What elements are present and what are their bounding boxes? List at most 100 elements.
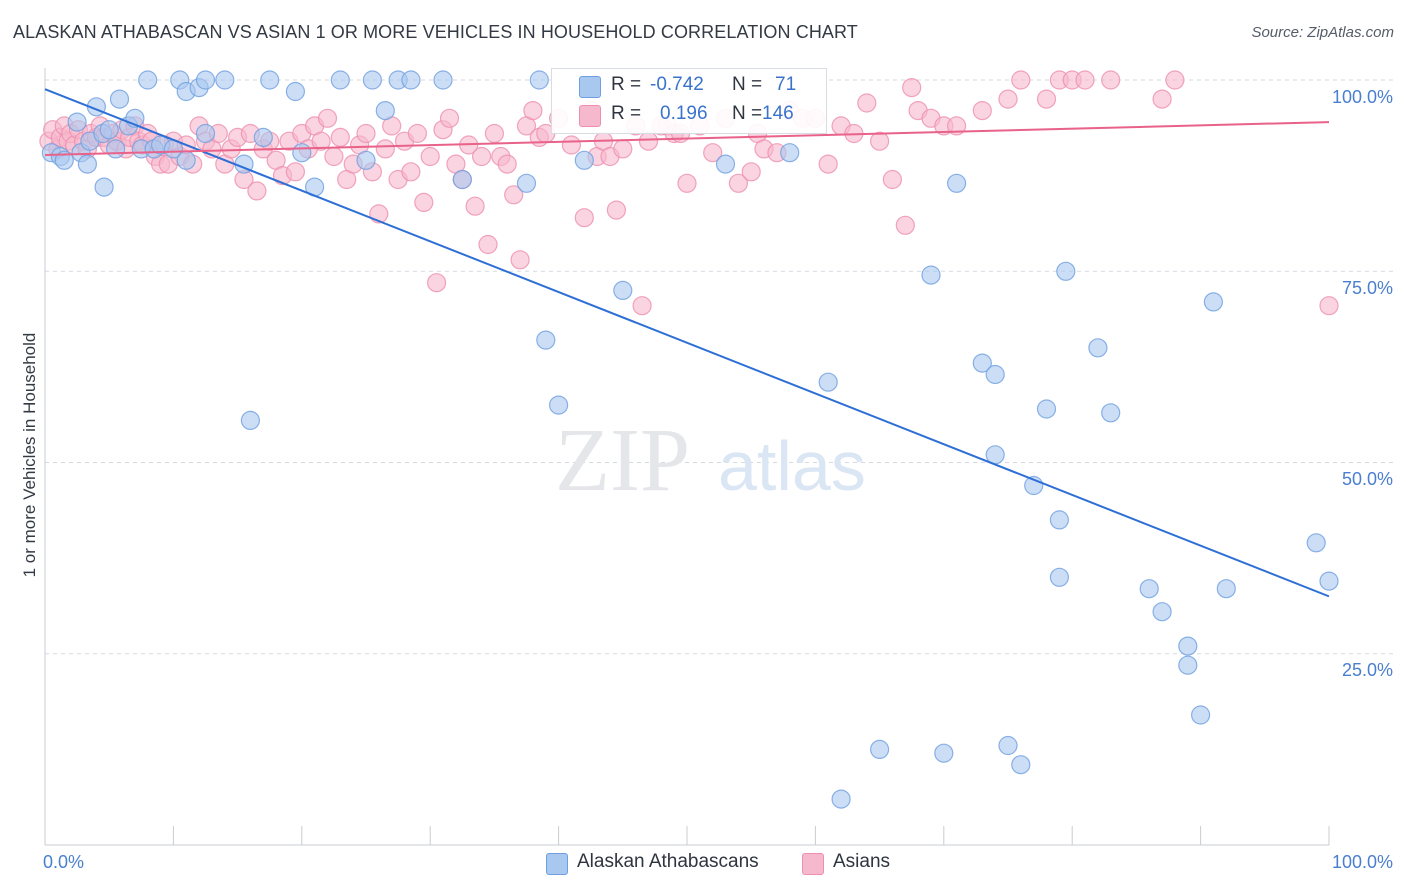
asian-point <box>857 93 877 113</box>
alaskan-athabascan-point <box>215 70 235 90</box>
alaskan-athabascan-point <box>362 70 382 90</box>
asian-point <box>420 146 440 167</box>
legend-swatch-pink <box>579 105 601 127</box>
asian-point <box>818 154 838 174</box>
alaskan-athabascan-point <box>780 143 800 163</box>
alaskan-athabascan-point <box>195 70 216 90</box>
alaskan-athabascan-point <box>1049 510 1070 530</box>
asian-point <box>523 100 543 121</box>
alaskan-athabascan-point <box>330 70 350 90</box>
asian-point <box>497 154 517 174</box>
asian-point <box>574 208 594 228</box>
alaskan-athabascan-point <box>401 70 421 90</box>
legend-n-value: 71 <box>775 74 797 95</box>
legend-r-label: R = <box>611 103 642 124</box>
y-tick-label: 25.0% <box>1341 660 1393 680</box>
asian-point <box>972 100 992 121</box>
alaskan-athabascan-point <box>240 410 260 430</box>
alaskan-athabascan-point <box>1101 403 1121 423</box>
asian-point <box>317 108 338 128</box>
alaskan-athabascan-point <box>985 364 1005 385</box>
alaskan-athabascan-point <box>77 154 98 174</box>
alaskan-athabascan-point <box>67 112 87 132</box>
asian-point <box>414 192 434 212</box>
alaskan-athabascans-points <box>41 70 1339 809</box>
y-tick-label: 50.0% <box>1341 469 1393 489</box>
alaskan-athabascan-point <box>1011 755 1031 775</box>
alaskan-athabascan-point <box>613 280 633 300</box>
asian-point <box>439 108 460 128</box>
asian-point <box>324 146 344 167</box>
alaskan-athabascan-point <box>516 173 537 193</box>
alaskan-athabascan-point <box>1036 399 1057 419</box>
asian-point <box>484 123 504 144</box>
x-tick-label-min: 0.0% <box>43 852 85 872</box>
legend-r-value: -0.742 <box>650 74 704 95</box>
alaskan-athabascan-point <box>1049 567 1070 587</box>
alaskan-athabascan-point <box>998 735 1018 756</box>
legend-row-blue: R = -0.742 N = 71 <box>552 71 826 101</box>
alaskan-athabascan-point <box>356 150 376 170</box>
asian-point <box>311 131 331 151</box>
alaskan-athabascan-point <box>1178 655 1198 675</box>
alaskan-athabascan-point <box>921 265 941 285</box>
asian-point <box>504 185 524 205</box>
asian-point <box>895 215 915 235</box>
alaskan-athabascan-point <box>105 139 126 159</box>
alaskan-athabascan-point <box>1190 705 1211 725</box>
alaskan-athabascan-point <box>138 70 158 90</box>
asian-point <box>613 139 633 159</box>
asian-point <box>703 143 723 163</box>
alaskan-athabascan-point <box>548 395 569 415</box>
x-tick-label-max: 100.0% <box>1331 852 1393 872</box>
asian-point <box>356 123 376 144</box>
asian-point <box>1036 89 1057 109</box>
alaskan-athabascan-point <box>176 150 196 170</box>
asian-point <box>1101 70 1121 90</box>
legend-label: Asians <box>833 851 891 872</box>
asian-point <box>632 296 652 316</box>
alaskan-athabascan-point <box>1088 338 1108 358</box>
asian-point <box>1075 70 1095 90</box>
y-tick-label: 100.0% <box>1331 87 1393 107</box>
asian-point <box>465 196 485 216</box>
legend-r-value: 0.196 <box>660 103 708 124</box>
alaskan-athabascan-point <box>818 372 838 392</box>
chart-title: ALASKAN ATHABASCAN VS ASIAN 1 OR MORE VE… <box>13 22 858 42</box>
alaskan-athabascan-point <box>529 70 549 90</box>
alaskan-athabascan-point <box>260 70 280 90</box>
alaskan-athabascan-point <box>1306 533 1326 553</box>
alaskan-athabascan-point <box>1203 292 1224 312</box>
alaskan-athabascan-point <box>1139 579 1159 599</box>
alaskan-athabascan-point <box>536 330 556 350</box>
watermark-atlas: atlas <box>718 427 866 505</box>
asian-point <box>401 162 421 182</box>
alaskan-athabascan-point <box>1216 579 1236 599</box>
legend-r-label: R = <box>611 74 642 95</box>
alaskan-athabascan-point <box>972 353 992 373</box>
legend-swatch-blue <box>546 853 568 875</box>
asian-point <box>478 234 498 255</box>
alaskan-athabascan-point <box>574 150 594 170</box>
asian-point <box>472 146 492 167</box>
asian-point <box>946 116 967 136</box>
alaskan-athabascan-point <box>292 143 312 163</box>
asian-point <box>869 131 890 151</box>
asian-point <box>606 200 627 220</box>
alaskan-athabascan-point <box>831 789 851 809</box>
alaskan-athabascan-point <box>1178 636 1198 656</box>
blue-trend-line <box>44 88 1330 598</box>
alaskan-athabascan-point <box>99 120 119 140</box>
asian-point <box>375 139 395 159</box>
alaskan-athabascan-point <box>285 81 305 102</box>
source-label: Source: ZipAtlas.com <box>1251 24 1394 41</box>
legend-n-label: N = <box>732 74 763 95</box>
watermark: ZIP <box>555 411 690 510</box>
asian-point <box>1152 89 1172 109</box>
alaskan-athabascan-point <box>869 739 890 760</box>
pink-trend-line <box>44 121 1330 156</box>
asian-point <box>1165 70 1185 90</box>
legend-row-pink: R = 0.196 N = 146 <box>552 100 826 130</box>
alaskan-athabascan-point <box>1152 602 1172 622</box>
alaskan-athabascan-point <box>452 169 472 190</box>
